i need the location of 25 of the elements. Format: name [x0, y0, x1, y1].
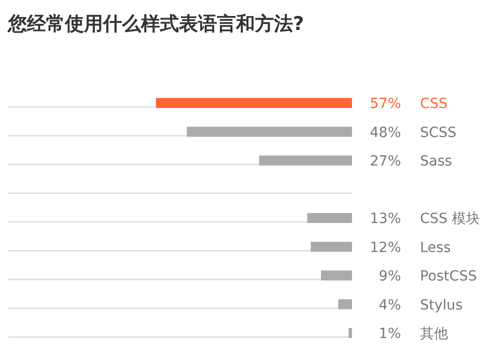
data-label: 4%: [378, 297, 401, 314]
data-label: 1%: [378, 326, 401, 342]
y-tick-label: SCSS: [420, 124, 457, 141]
data-label: 57%: [370, 96, 401, 112]
bar: [321, 270, 352, 280]
bar: [156, 98, 352, 108]
bar: [307, 213, 352, 223]
y-tick-label: CSS 模块: [420, 211, 480, 227]
bar: [338, 299, 352, 310]
data-label: 27%: [370, 154, 401, 170]
data-label: 48%: [370, 124, 401, 141]
data-label: 9%: [378, 268, 401, 284]
y-tick-label: CSS: [420, 96, 448, 112]
y-tick-label: Stylus: [420, 297, 463, 314]
data-label: 12%: [370, 240, 401, 256]
y-tick-label: 其他: [420, 326, 448, 342]
data-label: 13%: [370, 211, 401, 227]
chart-title: 您经常使用什么样式表语言和方法?: [7, 13, 304, 35]
bar: [259, 156, 352, 166]
y-tick-label: Sass: [420, 154, 452, 170]
y-tick-label: PostCSS: [420, 268, 477, 284]
bar: [186, 126, 352, 137]
bar: [348, 328, 352, 338]
bar: [310, 242, 352, 252]
y-tick-label: Less: [420, 240, 451, 256]
